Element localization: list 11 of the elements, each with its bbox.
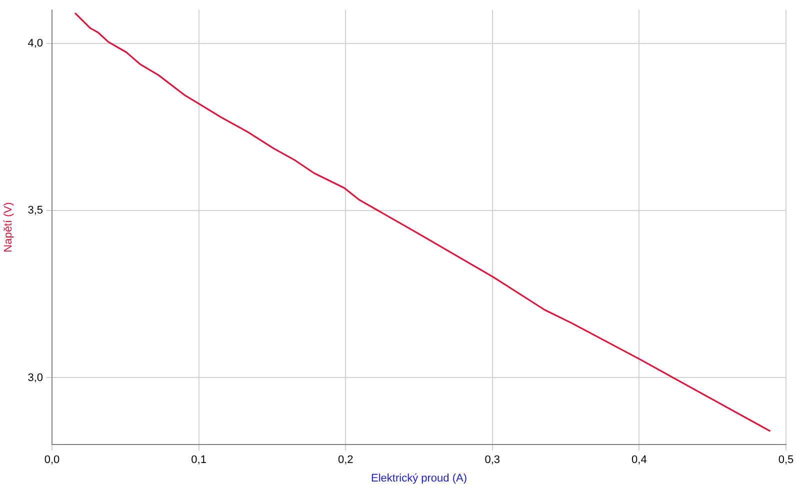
x-tick-label: 0,1 — [191, 454, 206, 466]
y-tick-label: 4,0 — [28, 37, 43, 50]
x-tick-label: 0,4 — [632, 454, 647, 466]
x-tick-label: 0,2 — [338, 454, 354, 466]
y-tick-label: 3,5 — [28, 204, 43, 217]
x-tick-label: 0,0 — [44, 454, 60, 466]
x-axis-title: Elektrický proud (A) — [371, 472, 467, 484]
x-tick-label: 0,5 — [778, 454, 794, 466]
y-tick-label: 3,0 — [28, 372, 43, 384]
x-tick-label: 0,3 — [484, 454, 500, 466]
y-axis-title: Napětí (V) — [2, 202, 15, 252]
